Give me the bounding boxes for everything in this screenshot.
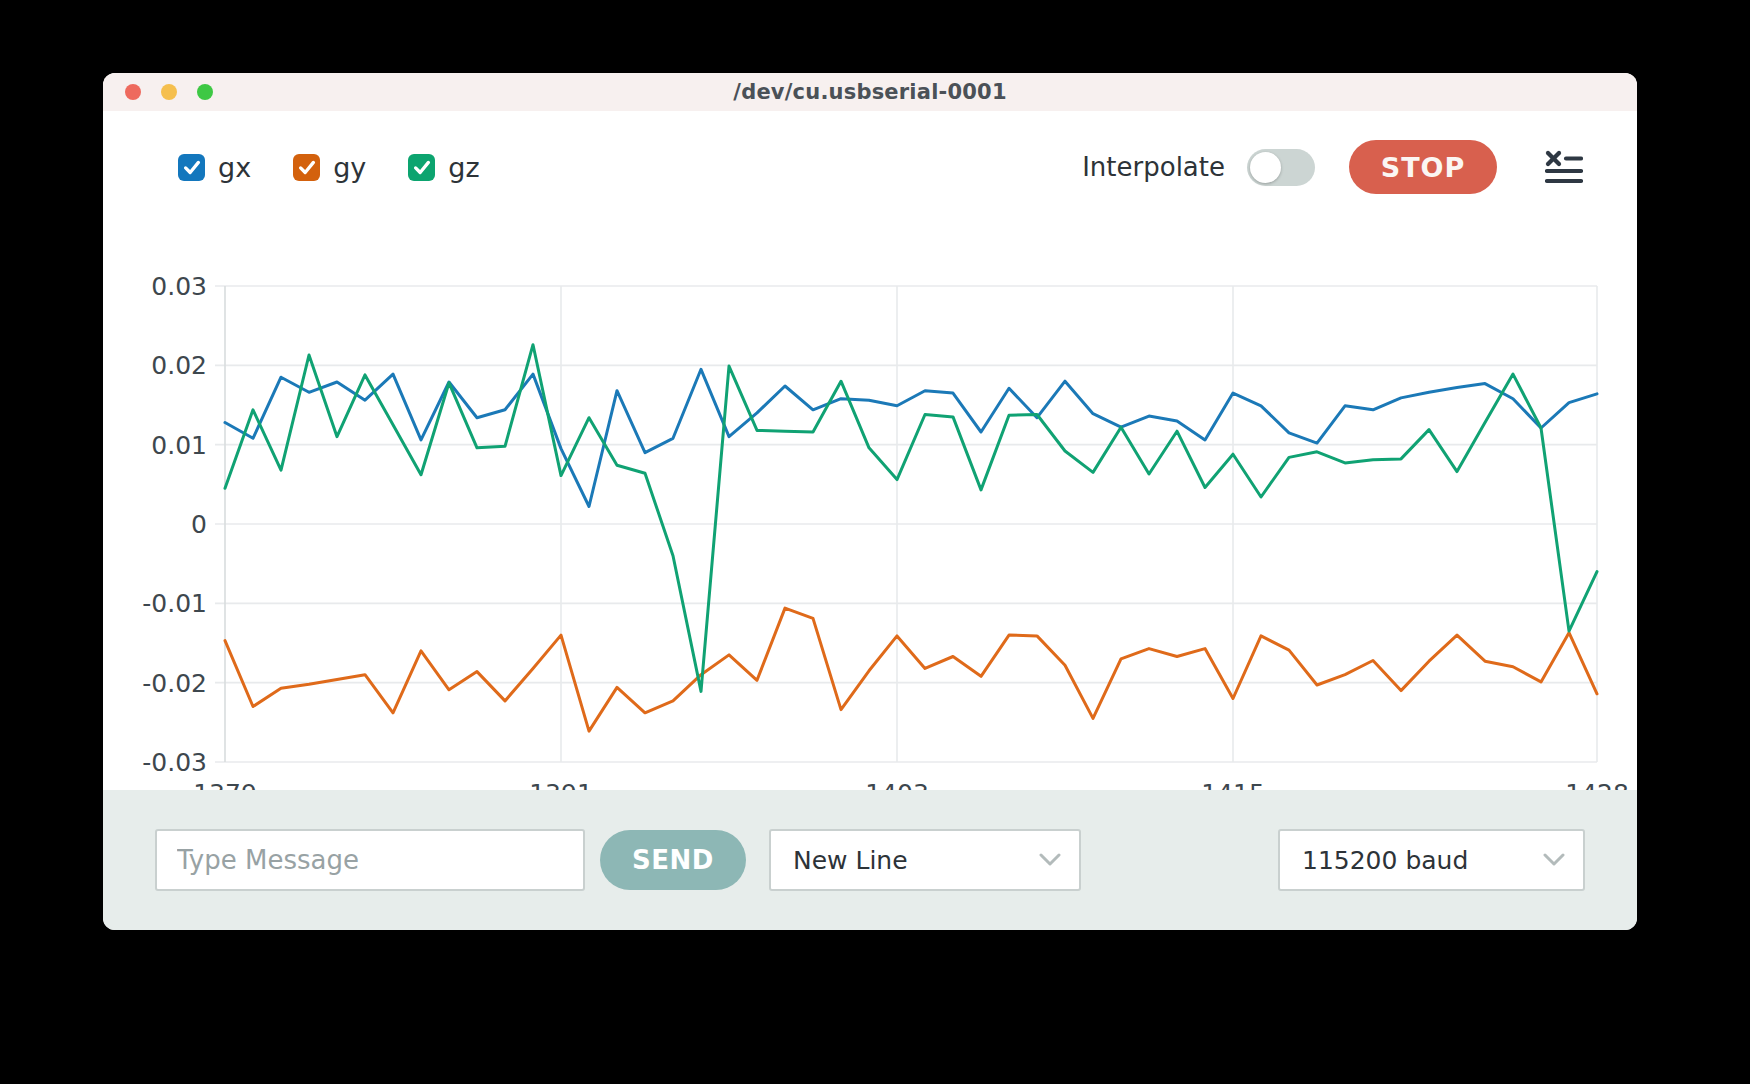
svg-text:1379: 1379 <box>193 779 257 790</box>
toolbar: gx gy gz Interpolate STOP <box>103 111 1637 223</box>
svg-text:-0.02: -0.02 <box>142 669 207 698</box>
stop-button[interactable]: STOP <box>1349 140 1497 194</box>
svg-text:0: 0 <box>191 510 207 539</box>
title-bar: /dev/cu.usbserial-0001 <box>103 73 1637 112</box>
interpolate-toggle[interactable] <box>1247 149 1315 186</box>
traffic-lights <box>125 84 213 100</box>
svg-text:-0.03: -0.03 <box>142 748 207 777</box>
checkbox-checked-icon[interactable] <box>293 154 320 181</box>
window-title: /dev/cu.usbserial-0001 <box>103 80 1637 104</box>
minimize-window-button[interactable] <box>161 84 177 100</box>
line-ending-select[interactable]: New Line <box>769 829 1081 891</box>
legend-label: gz <box>448 152 479 183</box>
toggle-knob <box>1250 152 1281 183</box>
chevron-down-icon <box>1543 853 1565 867</box>
chevron-down-icon <box>1039 853 1061 867</box>
legend-label: gy <box>333 152 366 183</box>
close-window-button[interactable] <box>125 84 141 100</box>
scrollback-log-icon[interactable] <box>1545 150 1583 184</box>
zoom-window-button[interactable] <box>197 84 213 100</box>
legend-checkbox-gy[interactable]: gy <box>293 152 366 183</box>
line-ending-value: New Line <box>793 846 908 875</box>
svg-text:1391: 1391 <box>529 779 593 790</box>
series-gy-line <box>225 608 1597 731</box>
legend-checkbox-gz[interactable]: gz <box>408 152 479 183</box>
app-window: /dev/cu.usbserial-0001 gx gy gz Interpol… <box>103 73 1637 930</box>
legend-checkbox-gx[interactable]: gx <box>178 152 251 183</box>
svg-text:1428: 1428 <box>1565 779 1629 790</box>
baud-rate-select[interactable]: 115200 baud <box>1278 829 1585 891</box>
plot-svg: 0.03 0.02 0.01 0 -0.01 -0.02 -0.03 1379 1391 1403… <box>103 223 1637 790</box>
svg-text:1415: 1415 <box>1201 779 1265 790</box>
legend-label: gx <box>218 152 251 183</box>
line-chart: 0.03 0.02 0.01 0 -0.01 -0.02 -0.03 1379 1391 1403… <box>103 223 1637 790</box>
svg-text:0.03: 0.03 <box>151 272 207 301</box>
footer-bar: SEND New Line 115200 baud <box>103 790 1637 930</box>
message-input[interactable] <box>155 829 585 891</box>
svg-text:0.02: 0.02 <box>151 351 207 380</box>
interpolate-label: Interpolate <box>1082 152 1225 182</box>
svg-text:-0.01: -0.01 <box>142 589 207 618</box>
checkbox-checked-icon[interactable] <box>178 154 205 181</box>
send-button[interactable]: SEND <box>600 830 746 890</box>
svg-text:0.01: 0.01 <box>151 431 207 460</box>
svg-text:1403: 1403 <box>865 779 929 790</box>
checkbox-checked-icon[interactable] <box>408 154 435 181</box>
baud-rate-value: 115200 baud <box>1302 846 1468 875</box>
